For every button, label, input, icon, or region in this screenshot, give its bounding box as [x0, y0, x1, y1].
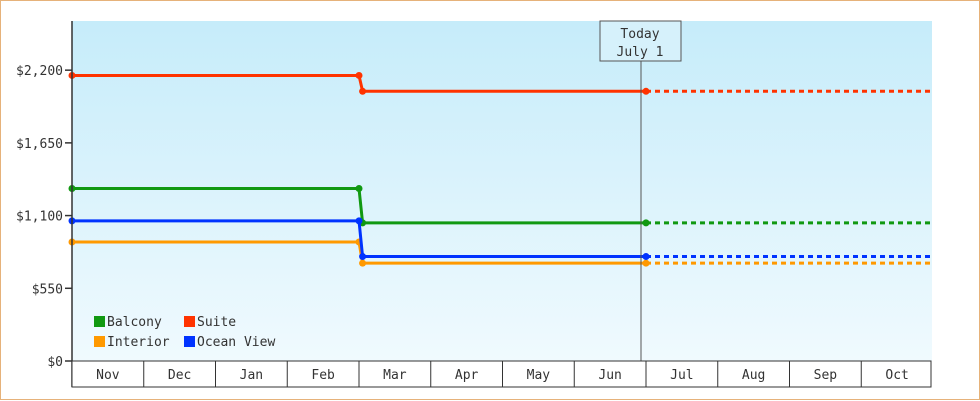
- month-label: Dec: [168, 368, 191, 383]
- y-tick-label: $0: [47, 355, 63, 370]
- y-tick-label: $1,100: [16, 210, 63, 225]
- month-label: Sep: [814, 368, 838, 383]
- series-line: [72, 73, 646, 93]
- month-label: Apr: [455, 368, 479, 383]
- y-tick-label: $1,650: [16, 137, 63, 152]
- today-box: [599, 20, 682, 62]
- x-month-axis: Nov Dec Jan Feb Mar Apr May Jun Jul Aug Sep Oct: [96, 361, 909, 387]
- today-marker: Today July 1: [599, 20, 682, 361]
- series-line: [72, 186, 646, 225]
- legend-swatch: [94, 336, 105, 347]
- data-point: [359, 253, 367, 261]
- x-axis-box: [71, 360, 932, 388]
- data-point: [359, 87, 367, 95]
- month-label: Aug: [742, 368, 765, 383]
- legend-label: Balcony: [107, 315, 162, 330]
- y-tick-label: $550: [32, 282, 63, 297]
- data-point: [359, 259, 367, 267]
- month-label: Mar: [383, 368, 407, 383]
- legend: Balcony Suite Interior Ocean View: [94, 315, 275, 350]
- month-label: Jun: [598, 368, 621, 383]
- legend-swatch: [94, 316, 105, 327]
- legend-swatch: [184, 316, 195, 327]
- series-ocean-view: [68, 217, 933, 261]
- legend-swatch: [184, 336, 195, 347]
- y-ticks: $0 $550 $1,100 $1,650 $2,200: [16, 64, 72, 370]
- today-label: Today: [620, 27, 659, 42]
- plot-background: [72, 21, 932, 361]
- y-tick-label: $2,200: [16, 64, 63, 79]
- month-label: May: [527, 368, 551, 383]
- data-point: [642, 253, 650, 261]
- series-layer: [68, 71, 933, 267]
- month-label: Jul: [670, 368, 693, 383]
- data-point: [355, 71, 363, 79]
- data-point: [642, 219, 650, 227]
- legend-label: Interior: [107, 335, 170, 350]
- today-date-label: July 1: [617, 45, 664, 60]
- series-line: [72, 219, 646, 259]
- month-label: Nov: [96, 368, 120, 383]
- data-point: [355, 184, 363, 192]
- legend-label: Suite: [197, 315, 236, 330]
- month-label: Feb: [311, 368, 335, 383]
- month-label: Jan: [240, 368, 263, 383]
- legend-label: Ocean View: [197, 335, 275, 350]
- series-suite: [68, 71, 933, 95]
- data-point: [355, 217, 363, 225]
- data-point: [642, 87, 650, 95]
- data-point: [642, 259, 650, 267]
- month-label: Oct: [885, 368, 908, 383]
